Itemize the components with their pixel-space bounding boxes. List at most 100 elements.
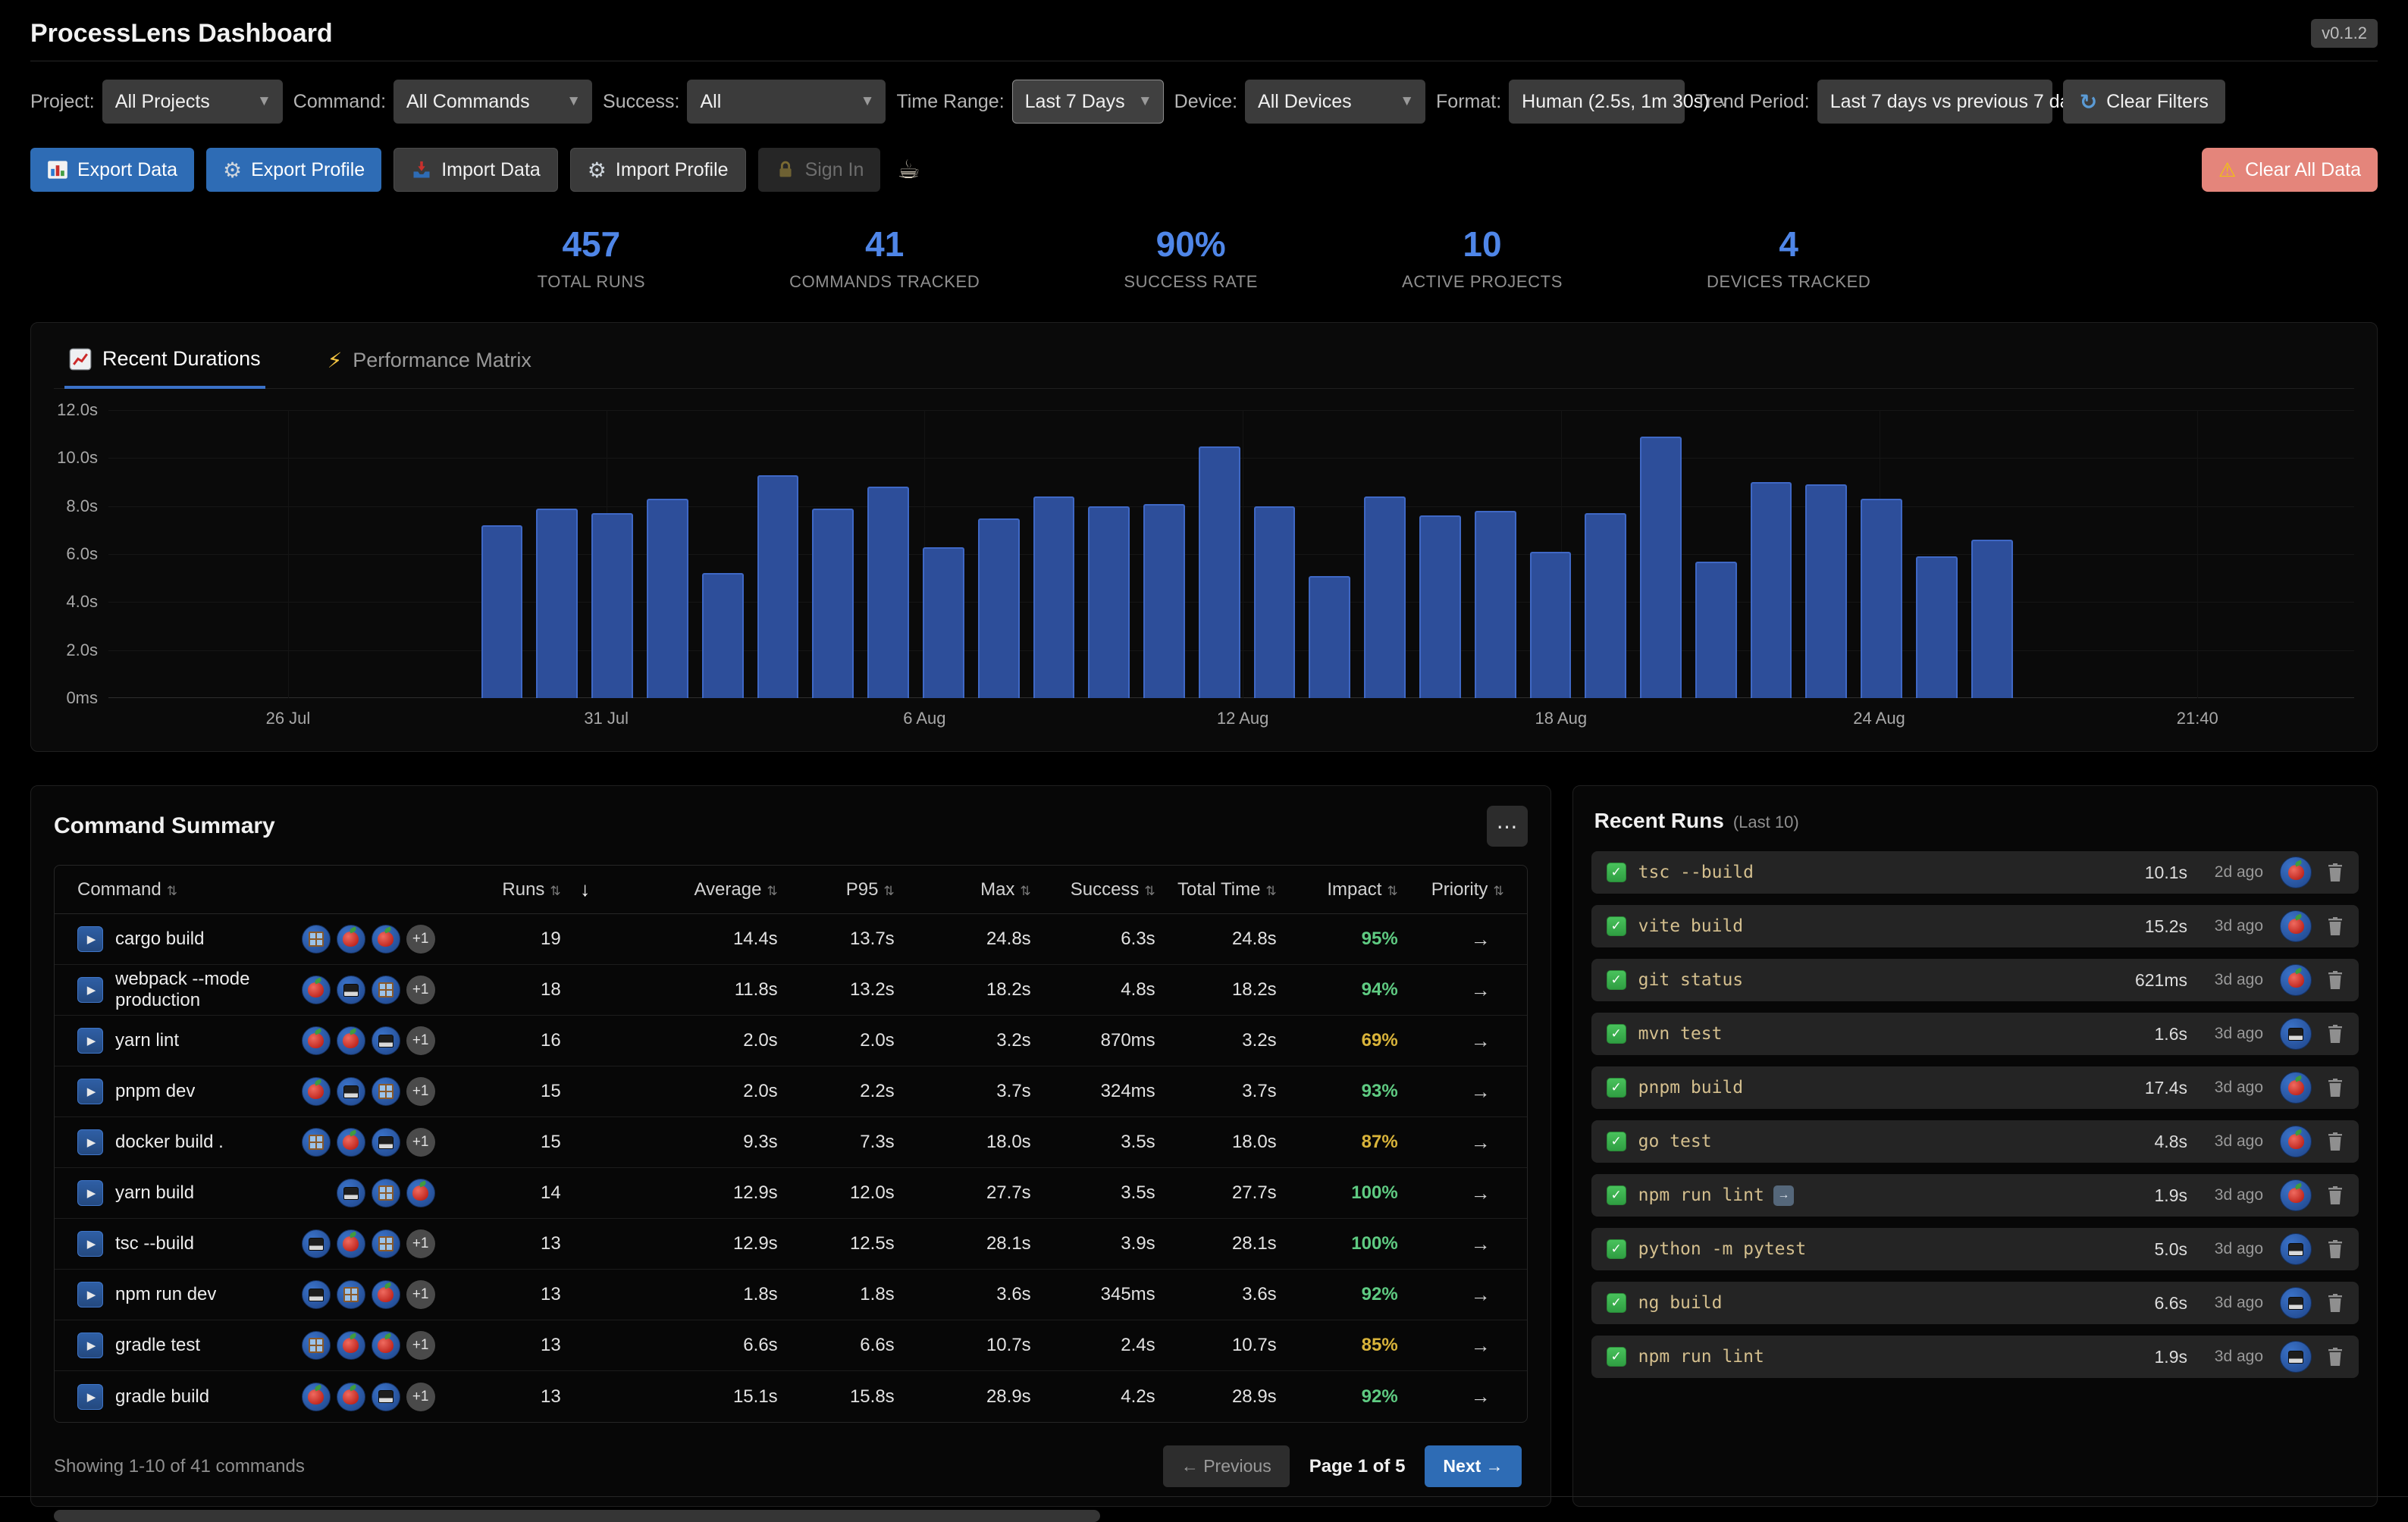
success-filter-group: Success:All▼ bbox=[603, 80, 886, 124]
time-range-filter-label: Time Range: bbox=[896, 91, 1004, 113]
priority-detail-arrow[interactable]: → bbox=[1398, 1080, 1504, 1104]
delete-run-button[interactable] bbox=[2327, 970, 2344, 990]
column-header-priority[interactable]: Priority⇅ bbox=[1398, 879, 1504, 900]
sort-icon: ⇅ bbox=[1144, 884, 1155, 898]
total-time-cell: 28.1s bbox=[1155, 1233, 1277, 1254]
project-filter[interactable]: All Projects▼ bbox=[102, 80, 283, 124]
column-header-success[interactable]: Success⇅ bbox=[1031, 879, 1155, 900]
stat-label: COMMANDS TRACKED bbox=[789, 272, 980, 292]
play-button[interactable]: ▶ bbox=[77, 1079, 103, 1104]
previous-page-button[interactable]: ← Previous bbox=[1163, 1445, 1290, 1487]
device-filter[interactable]: All Devices▼ bbox=[1245, 80, 1425, 124]
column-header-runs[interactable]: Runs⇅ bbox=[470, 879, 561, 900]
delete-run-button[interactable] bbox=[2327, 1239, 2344, 1259]
sort-direction-indicator[interactable]: ↓ bbox=[561, 878, 610, 901]
more-options-button[interactable]: ⋯ bbox=[1487, 806, 1528, 847]
recent-run-item[interactable]: ✓ng build6.6s3d ago bbox=[1591, 1282, 2359, 1324]
delete-run-button[interactable] bbox=[2327, 1347, 2344, 1367]
recent-run-item[interactable]: ✓npm run lint1.9s3d ago bbox=[1591, 1336, 2359, 1378]
play-button[interactable]: ▶ bbox=[77, 977, 103, 1003]
column-header-total-time[interactable]: Total Time⇅ bbox=[1155, 879, 1277, 900]
import-data-button[interactable]: Import Data bbox=[393, 148, 558, 192]
clear-all-data-button[interactable]: ⚠Clear All Data bbox=[2202, 148, 2378, 192]
play-button[interactable]: ▶ bbox=[77, 926, 103, 952]
priority-detail-arrow[interactable]: → bbox=[1398, 979, 1504, 1002]
command-filter[interactable]: All Commands▼ bbox=[393, 80, 592, 124]
priority-detail-arrow[interactable]: → bbox=[1398, 1131, 1504, 1154]
play-button[interactable]: ▶ bbox=[77, 1180, 103, 1206]
horizontal-scrollbar[interactable] bbox=[54, 1510, 1100, 1522]
delete-run-button[interactable] bbox=[2327, 1024, 2344, 1044]
command-filter-value: All Commands bbox=[406, 91, 530, 113]
delete-run-button[interactable] bbox=[2327, 1185, 2344, 1205]
tab-performance-matrix[interactable]: ⚡Performance Matrix bbox=[323, 340, 536, 388]
delete-run-button[interactable] bbox=[2327, 863, 2344, 882]
delete-run-button[interactable] bbox=[2327, 1078, 2344, 1098]
run-meta: 17.4s3d ago bbox=[2104, 1072, 2344, 1104]
column-header-impact[interactable]: Impact⇅ bbox=[1277, 879, 1398, 900]
next-page-button[interactable]: Next → bbox=[1425, 1445, 1521, 1487]
recent-run-item[interactable]: ✓python -m pytest5.0s3d ago bbox=[1591, 1228, 2359, 1270]
export-profile-button[interactable]: ⚙Export Profile bbox=[206, 148, 381, 192]
time-range-filter-group: Time Range: Last 7 Days▼ bbox=[896, 80, 1163, 124]
priority-detail-arrow[interactable]: → bbox=[1398, 1283, 1504, 1307]
priority-detail-arrow[interactable]: → bbox=[1398, 1334, 1504, 1358]
chevron-down-icon: ▼ bbox=[257, 93, 271, 110]
recent-run-item[interactable]: ✓npm run lint→1.9s3d ago bbox=[1591, 1174, 2359, 1217]
tab-recent-durations[interactable]: Recent Durations bbox=[64, 340, 265, 389]
command-cell: ▶pnpm dev+1 bbox=[77, 1077, 470, 1106]
format-filter[interactable]: Human (2.5s, 1m 30s)∨ bbox=[1509, 80, 1685, 124]
recent-run-item[interactable]: ✓go test4.8s3d ago bbox=[1591, 1120, 2359, 1163]
laptop-device-badge bbox=[2280, 1287, 2312, 1319]
success-cell: 345ms bbox=[1031, 1284, 1155, 1305]
delete-run-button[interactable] bbox=[2327, 916, 2344, 936]
delete-run-button[interactable] bbox=[2327, 1132, 2344, 1151]
recent-run-item[interactable]: ✓tsc --build10.1s2d ago bbox=[1591, 851, 2359, 894]
laptop-device-badge bbox=[337, 1179, 365, 1207]
column-header-average[interactable]: Average⇅ bbox=[610, 879, 778, 900]
sort-icon: ⇅ bbox=[767, 884, 777, 898]
play-button[interactable]: ▶ bbox=[77, 1333, 103, 1358]
duration-bar bbox=[481, 525, 523, 698]
run-duration: 621ms bbox=[2104, 970, 2187, 991]
coffee-icon[interactable]: ☕ bbox=[897, 155, 920, 185]
time-range-filter[interactable]: Last 7 Days▼ bbox=[1012, 80, 1164, 124]
play-button[interactable]: ▶ bbox=[77, 1028, 103, 1054]
p95-cell: 13.2s bbox=[778, 979, 895, 1001]
column-header-command[interactable]: Command⇅ bbox=[77, 879, 470, 900]
recent-run-item[interactable]: ✓vite build15.2s3d ago bbox=[1591, 905, 2359, 947]
impact-cell: 92% bbox=[1277, 1386, 1398, 1408]
play-button[interactable]: ▶ bbox=[77, 1129, 103, 1155]
priority-detail-arrow[interactable]: → bbox=[1398, 928, 1504, 951]
stat-devices-tracked: 4DEVICES TRACKED bbox=[1707, 224, 1870, 292]
recent-run-item[interactable]: ✓git status621ms3d ago bbox=[1591, 959, 2359, 1001]
play-button[interactable]: ▶ bbox=[77, 1282, 103, 1307]
max-cell: 10.7s bbox=[895, 1335, 1031, 1356]
priority-detail-arrow[interactable]: → bbox=[1398, 1385, 1504, 1408]
bottom-section: Command Summary ⋯ Command⇅Runs⇅↓Average⇅… bbox=[30, 785, 2378, 1507]
clear-filters-button[interactable]: ↻Clear Filters bbox=[2063, 80, 2225, 124]
import-profile-button[interactable]: ⚙Import Profile bbox=[570, 148, 746, 192]
delete-run-button[interactable] bbox=[2327, 1293, 2344, 1313]
average-cell: 15.1s bbox=[610, 1386, 778, 1408]
y-tick-label: 4.0s bbox=[66, 592, 98, 612]
play-button[interactable]: ▶ bbox=[77, 1231, 103, 1257]
more-devices-badge: +1 bbox=[406, 1026, 435, 1055]
run-meta: 15.2s3d ago bbox=[2104, 910, 2344, 942]
recent-run-item[interactable]: ✓pnpm build17.4s3d ago bbox=[1591, 1066, 2359, 1109]
success-filter[interactable]: All▼ bbox=[687, 80, 886, 124]
export-data-button[interactable]: Export Data bbox=[30, 148, 194, 192]
run-meta: 1.6s3d ago bbox=[2104, 1018, 2344, 1050]
max-cell: 18.0s bbox=[895, 1132, 1031, 1153]
duration-bar bbox=[591, 513, 633, 698]
recent-run-item[interactable]: ✓mvn test1.6s3d ago bbox=[1591, 1013, 2359, 1055]
play-button[interactable]: ▶ bbox=[77, 1384, 103, 1410]
priority-detail-arrow[interactable]: → bbox=[1398, 1029, 1504, 1053]
window-device-badge bbox=[372, 976, 400, 1004]
column-header-p95[interactable]: P95⇅ bbox=[778, 879, 895, 900]
trend-period-filter[interactable]: Last 7 days vs previous 7 days∨ bbox=[1817, 80, 2052, 124]
priority-detail-arrow[interactable]: → bbox=[1398, 1182, 1504, 1205]
column-header-max[interactable]: Max⇅ bbox=[895, 879, 1031, 900]
priority-detail-arrow[interactable]: → bbox=[1398, 1232, 1504, 1256]
duration-bar bbox=[647, 499, 688, 698]
